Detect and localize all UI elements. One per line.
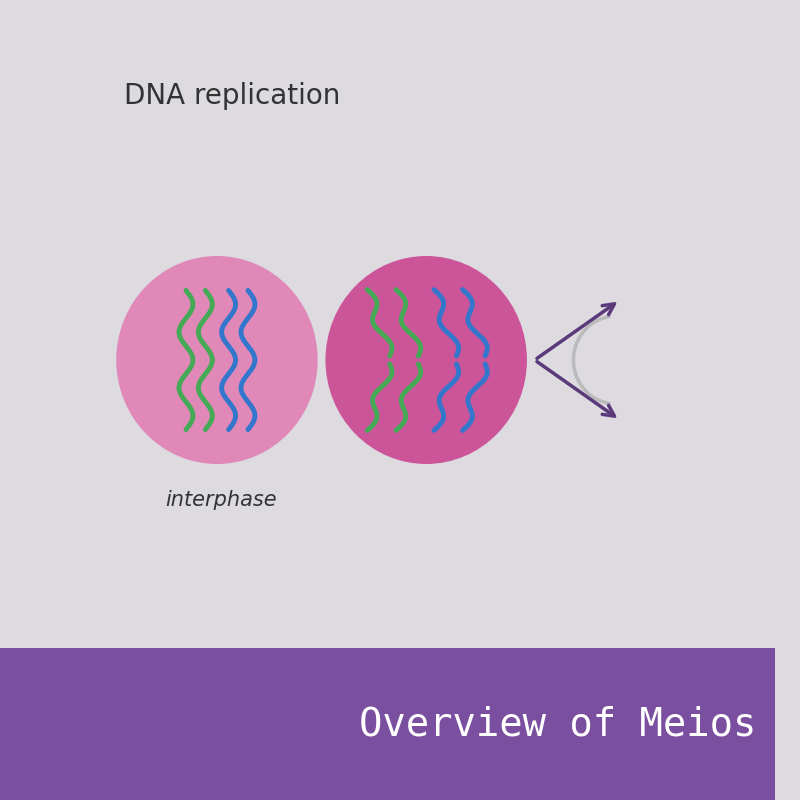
Bar: [0, 648, 775, 800]
Text: interphase: interphase: [165, 490, 277, 510]
Text: Overview of Meios: Overview of Meios: [359, 705, 757, 743]
Text: DNA replication: DNA replication: [124, 82, 341, 110]
Circle shape: [326, 256, 527, 464]
Circle shape: [116, 256, 318, 464]
